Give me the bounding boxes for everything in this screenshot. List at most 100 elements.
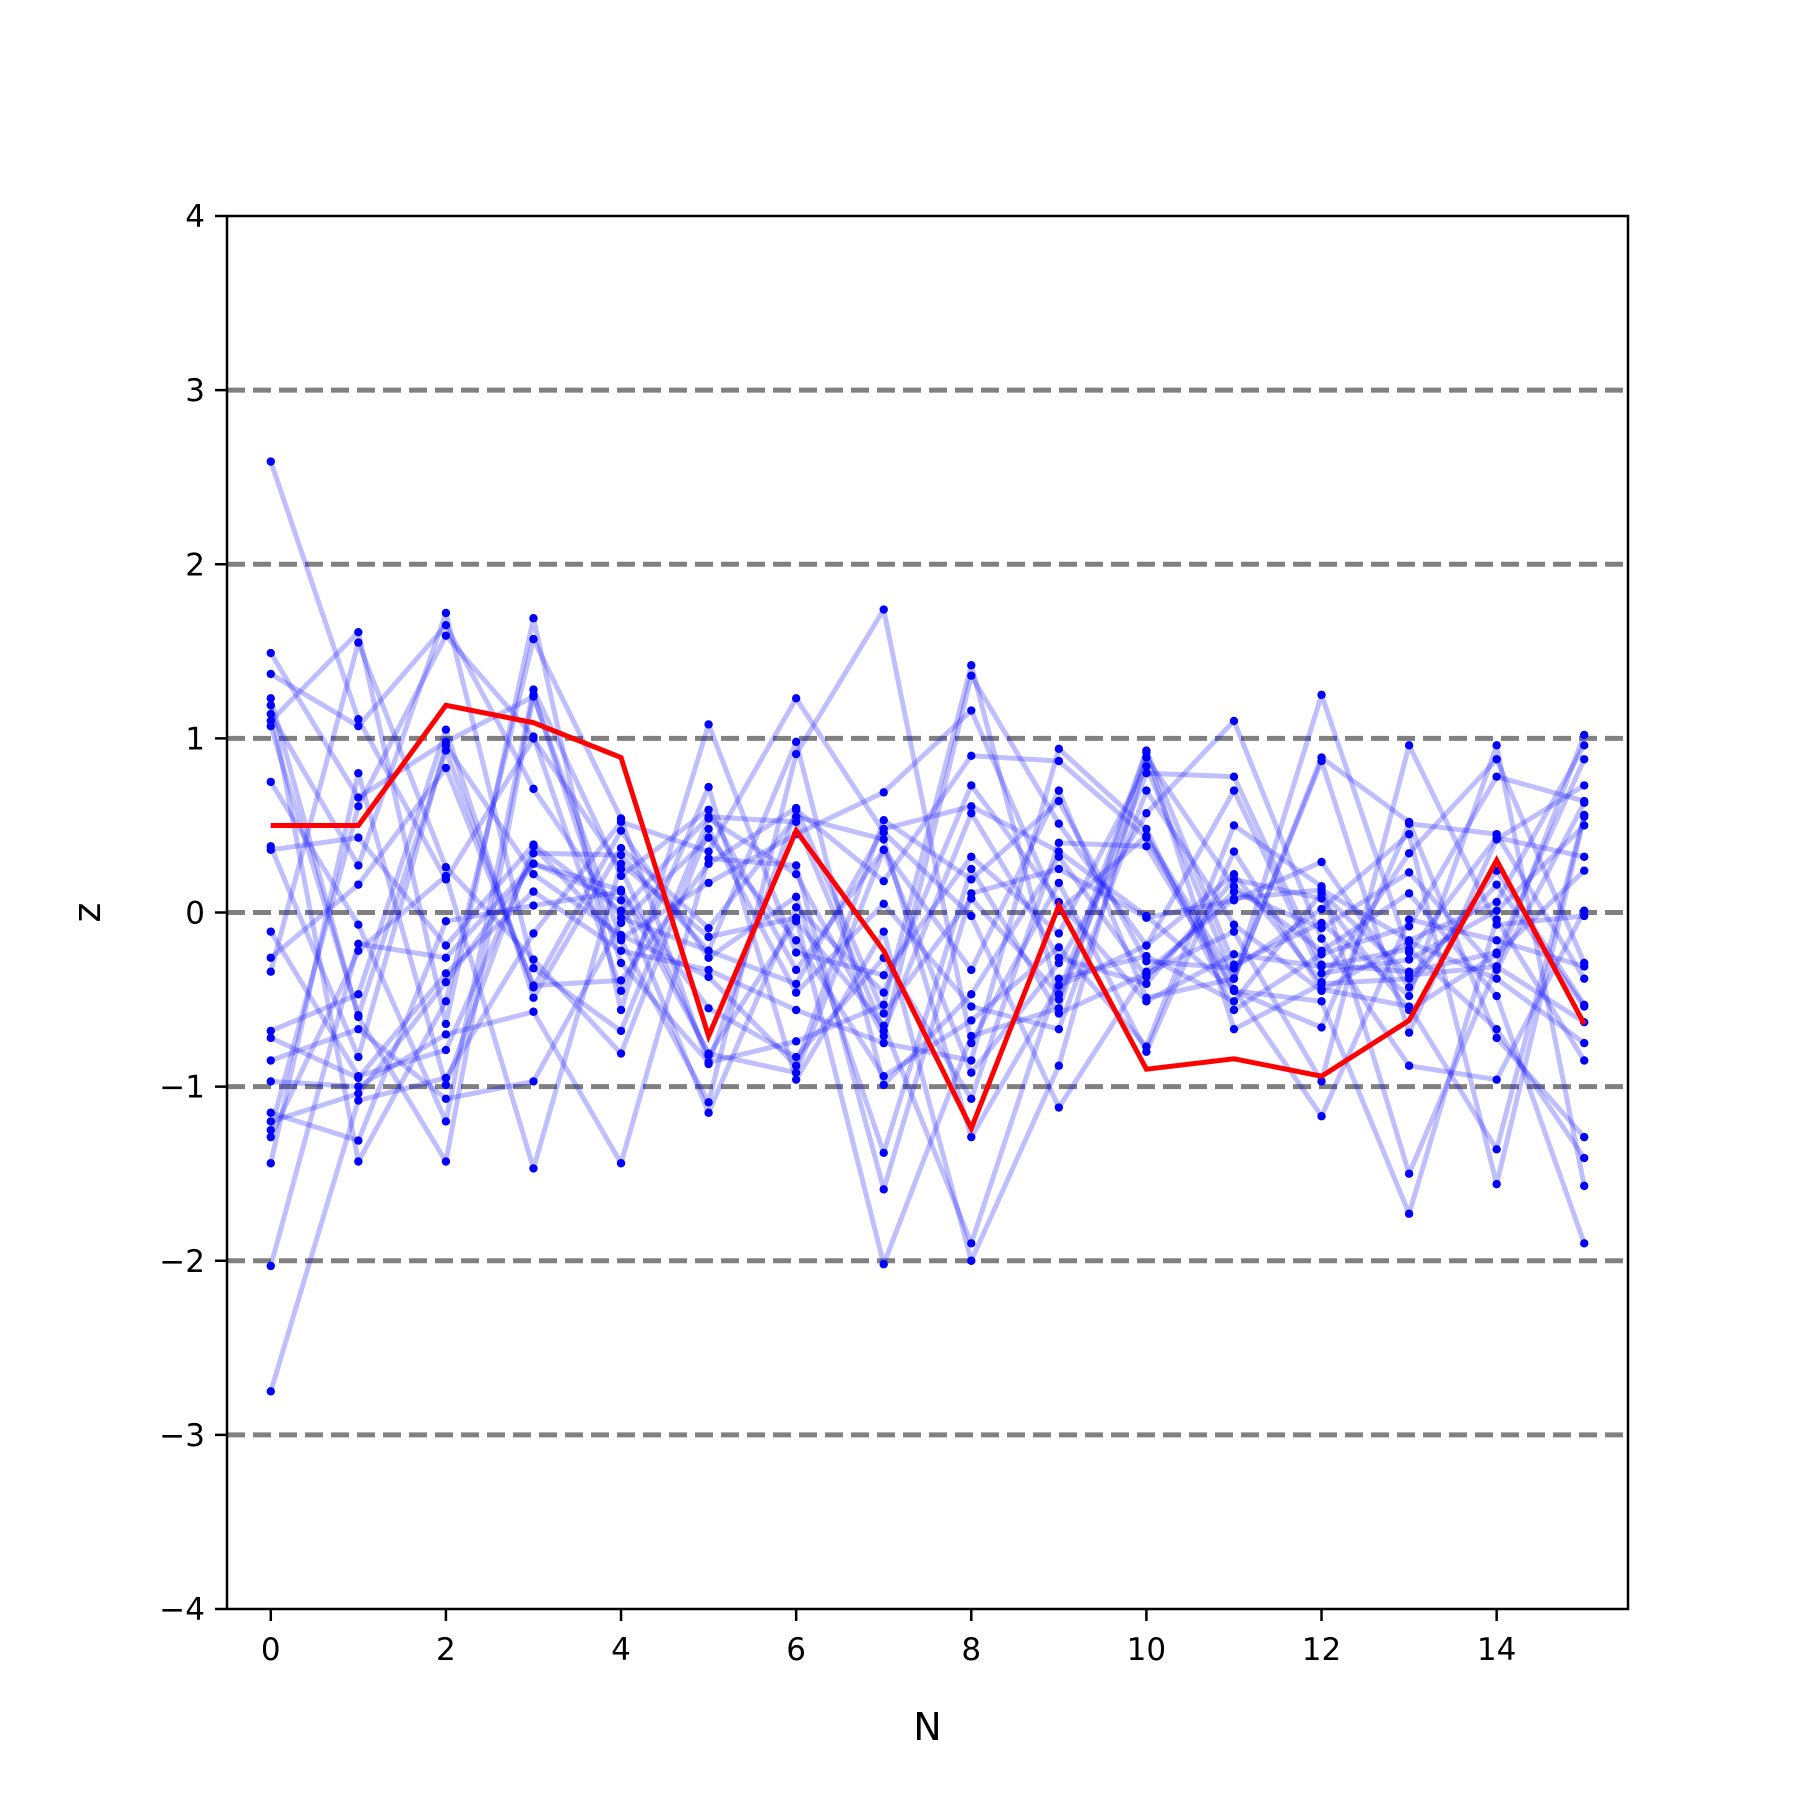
sample-series-line: [268, 687, 1587, 1139]
sample-point: [791, 965, 801, 975]
sample-point: [1580, 1153, 1589, 1163]
sample-point: [791, 749, 801, 759]
sample-point: [1317, 997, 1326, 1006]
sample-point: [441, 917, 451, 926]
sample-point: [1054, 819, 1064, 828]
sample-point: [879, 845, 888, 855]
sample-point: [1580, 810, 1589, 820]
sample-point: [1229, 960, 1239, 969]
sample-series-line: [268, 651, 1585, 982]
sample-point: [879, 1185, 888, 1194]
sample-point: [1492, 915, 1501, 924]
sample-point: [704, 782, 713, 792]
sample-point: [266, 669, 275, 679]
sample-point: [967, 671, 976, 680]
sample-point: [354, 1096, 363, 1105]
sample-point: [266, 1026, 275, 1036]
sample-point: [1229, 986, 1239, 996]
sample-point: [1054, 878, 1064, 888]
sample-point: [1580, 730, 1589, 740]
sample-point: [1580, 741, 1589, 750]
sample-point: [529, 929, 538, 938]
sample-point: [1054, 1061, 1064, 1070]
sample-point: [791, 988, 801, 997]
sample-series-line: [270, 782, 1587, 1160]
sample-point: [1142, 833, 1151, 842]
sample-point: [704, 1049, 713, 1058]
sample-point: [616, 986, 626, 996]
sample-point: [1492, 962, 1501, 971]
sample-point: [266, 721, 275, 731]
sample-point: [879, 835, 888, 844]
sample-point: [791, 1005, 801, 1015]
sample-point: [1492, 897, 1501, 907]
sample-point: [704, 812, 713, 821]
sample-point: [967, 706, 976, 715]
sample-point: [1229, 894, 1239, 903]
sample-point: [967, 802, 976, 811]
sample-point: [1142, 769, 1151, 778]
sample-point: [441, 1157, 451, 1166]
sample-point: [1580, 1181, 1589, 1191]
sample-point: [704, 1059, 713, 1069]
sample-point: [791, 737, 801, 747]
sample-point: [1404, 991, 1414, 1001]
sample-point: [441, 1117, 451, 1126]
sample-point: [791, 1068, 801, 1077]
sample-point: [441, 1019, 451, 1029]
sample-point: [704, 1108, 713, 1117]
sample-point: [967, 990, 976, 999]
sample-series-line: [268, 633, 1587, 1264]
sample-point: [1492, 772, 1501, 781]
sample-point: [266, 967, 275, 976]
sample-point: [967, 911, 976, 921]
sample-series-line: [268, 460, 1586, 1246]
sample-point: [441, 969, 451, 978]
sample-point: [704, 824, 713, 834]
sample-point: [791, 1052, 801, 1062]
sample-point: [879, 899, 888, 908]
sample-point: [354, 833, 363, 842]
sample-series-line: [268, 742, 1587, 1187]
sample-point: [441, 997, 451, 1006]
sample-point: [967, 1031, 976, 1041]
x-tick-label: 10: [1127, 1632, 1166, 1668]
sample-point: [354, 793, 363, 802]
sample-point: [1492, 1033, 1501, 1043]
y-tick-label: 4: [185, 199, 205, 235]
sample-point: [791, 803, 801, 813]
sample-point: [1142, 842, 1151, 851]
sample-point: [266, 1117, 275, 1126]
x-axis-ticks: 0 2 4 6 8 10 12 14: [261, 1609, 1516, 1668]
sample-point: [1492, 936, 1501, 945]
sample-point: [1317, 753, 1326, 762]
sample-point: [1317, 918, 1326, 928]
sample-point: [1054, 838, 1064, 848]
sample-point: [1054, 852, 1064, 861]
sample-series-line: [268, 640, 1586, 1057]
sample-point: [529, 887, 538, 896]
sample-point: [266, 1077, 275, 1086]
sample-point: [879, 970, 888, 980]
sample-point: [1404, 741, 1414, 750]
sample-point: [879, 1071, 888, 1081]
sample-point: [967, 1016, 976, 1025]
sample-point: [441, 741, 451, 750]
sample-series-line: [268, 725, 1585, 1156]
sample-point: [967, 1239, 976, 1248]
sample-point: [791, 936, 801, 945]
sample-series-line: [269, 734, 1587, 1177]
sample-point: [441, 620, 451, 630]
y-tick-label: −1: [159, 1070, 205, 1106]
sample-point: [529, 869, 538, 879]
sample-point: [1142, 997, 1151, 1006]
sample-point: [879, 605, 888, 614]
sample-point: [266, 1125, 275, 1135]
sample-point: [967, 1038, 976, 1048]
sample-point: [967, 661, 976, 670]
sample-point: [1229, 875, 1239, 884]
sample-series-line: [268, 607, 1587, 1164]
sample-point: [791, 861, 801, 870]
sample-point: [1404, 868, 1414, 877]
sample-point: [1142, 913, 1151, 922]
